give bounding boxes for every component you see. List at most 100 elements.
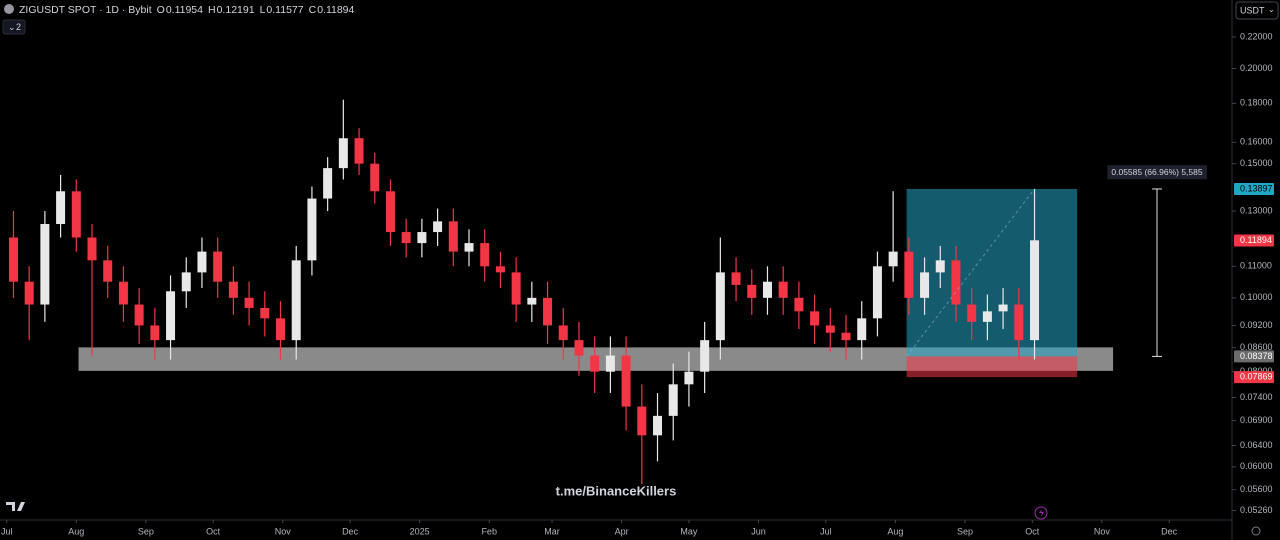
currency-select[interactable] — [1235, 1, 1279, 20]
y-tick-label: 0.16000 — [1240, 137, 1273, 147]
candle-body — [998, 304, 1008, 312]
x-tick-label: Jul — [1, 526, 13, 536]
alert-bolt — [1039, 509, 1044, 517]
ohlc-key: O — [157, 4, 165, 16]
candle-body — [511, 272, 521, 305]
candle-body — [291, 260, 301, 341]
candle-body — [103, 260, 113, 282]
x-tick-label: Dec — [1161, 526, 1178, 536]
candle-body — [778, 281, 788, 298]
price-tag — [1234, 350, 1274, 363]
candle-body — [762, 281, 772, 298]
y-tick-label: 0.06000 — [1240, 461, 1273, 471]
candle-body — [621, 355, 631, 407]
candle-body — [904, 251, 914, 298]
x-tick-label: Aug — [887, 526, 903, 536]
x-tick-label: Oct — [206, 526, 221, 536]
x-tick-label: Mar — [544, 526, 560, 536]
candle-body — [731, 272, 741, 285]
candle-body — [574, 340, 584, 356]
currency: USDT — [1240, 5, 1265, 15]
candle-body — [401, 232, 411, 244]
candle-body — [448, 221, 458, 252]
x-tick-label: Jul — [820, 526, 832, 536]
plot: 0.22000 0.20000 0.18000 0.16000 0.15000 0.130… — [1, 31, 1274, 536]
candle-body — [150, 325, 160, 341]
y-tick-label: 0.13000 — [1240, 205, 1273, 215]
y-tick-label: 0.15000 — [1240, 158, 1273, 168]
candle-body — [8, 237, 18, 282]
candle-body — [527, 297, 537, 305]
candle-body — [825, 325, 835, 333]
candle-body — [967, 304, 977, 322]
tv-logo — [6, 502, 25, 511]
candle-body — [24, 281, 34, 305]
candle-body — [794, 297, 804, 312]
price-tag-label: 0.11894 — [1240, 235, 1272, 245]
settings-icon[interactable] — [1251, 526, 1261, 536]
candle-body — [118, 281, 128, 305]
price-tag-label: 0.13897 — [1240, 183, 1273, 193]
price-tag — [1234, 371, 1274, 384]
stop-zone — [906, 356, 1078, 378]
y-tick-label: 0.05260 — [1240, 505, 1273, 515]
y-tick-label: 0.08600 — [1240, 342, 1273, 352]
chevron: ⌄ — [1268, 5, 1275, 14]
candle-body — [747, 284, 757, 298]
y-tick-label: 0.22000 — [1240, 31, 1273, 41]
y-tick-label: 0.20000 — [1240, 63, 1273, 73]
candle-body — [197, 251, 207, 273]
indicators-toggle[interactable] — [2, 19, 26, 35]
candle-body — [1014, 304, 1024, 341]
y-tick-label: 0.06400 — [1240, 440, 1273, 450]
candle-body — [684, 371, 694, 385]
candle-body — [181, 272, 191, 292]
ohlc-key: H — [208, 4, 216, 16]
candle-body — [1030, 240, 1040, 341]
candle-body — [637, 406, 647, 436]
candle-body — [888, 251, 898, 267]
candle-body — [653, 415, 663, 436]
candle-body — [668, 384, 678, 416]
alert-icon[interactable] — [1034, 506, 1048, 520]
ohlc-key: L — [260, 4, 266, 16]
x-tick-label: Nov — [1094, 526, 1111, 536]
candle-body — [228, 281, 238, 298]
candle-body — [543, 297, 553, 326]
measure-label-bg — [1107, 165, 1207, 180]
candle-body — [56, 191, 66, 225]
candle-body — [951, 260, 961, 305]
candle-body — [166, 291, 176, 341]
measure-label: 0.05585 (66.96%) 5,585 — [1111, 167, 1202, 177]
candle-body — [857, 318, 867, 341]
candle-body — [433, 221, 443, 233]
ohlc-key: C — [309, 4, 317, 16]
candle-body — [605, 355, 615, 372]
y-tick-label: 0.09200 — [1240, 320, 1273, 330]
candle-body — [480, 243, 490, 267]
candle-body — [982, 311, 992, 322]
candle-body — [354, 138, 364, 164]
target-zone — [906, 188, 1078, 357]
price-tag — [1234, 234, 1274, 247]
y-tick-label: 0.06900 — [1240, 415, 1273, 425]
candle-body — [810, 311, 820, 326]
ohlc-value: 0.11577 — [266, 4, 303, 16]
candle-body — [370, 163, 380, 192]
price-tag-label: 0.07869 — [1240, 372, 1273, 382]
candle-body — [841, 332, 851, 341]
candle-body — [920, 272, 930, 298]
candle-body — [307, 198, 317, 261]
y-tick-label: 0.18000 — [1240, 98, 1273, 108]
x-tick-label: Nov — [275, 526, 292, 536]
price-tag-label: 0.08378 — [1240, 351, 1273, 361]
ohlc-value: 0.11894 — [317, 4, 354, 16]
candle-body — [495, 266, 505, 273]
x-tick-label: May — [680, 526, 698, 536]
candle-body — [71, 191, 81, 238]
candle-body — [87, 237, 97, 261]
y-tick-label: 0.11000 — [1240, 261, 1272, 271]
watermark: t.me/BinanceKillers — [556, 483, 677, 498]
